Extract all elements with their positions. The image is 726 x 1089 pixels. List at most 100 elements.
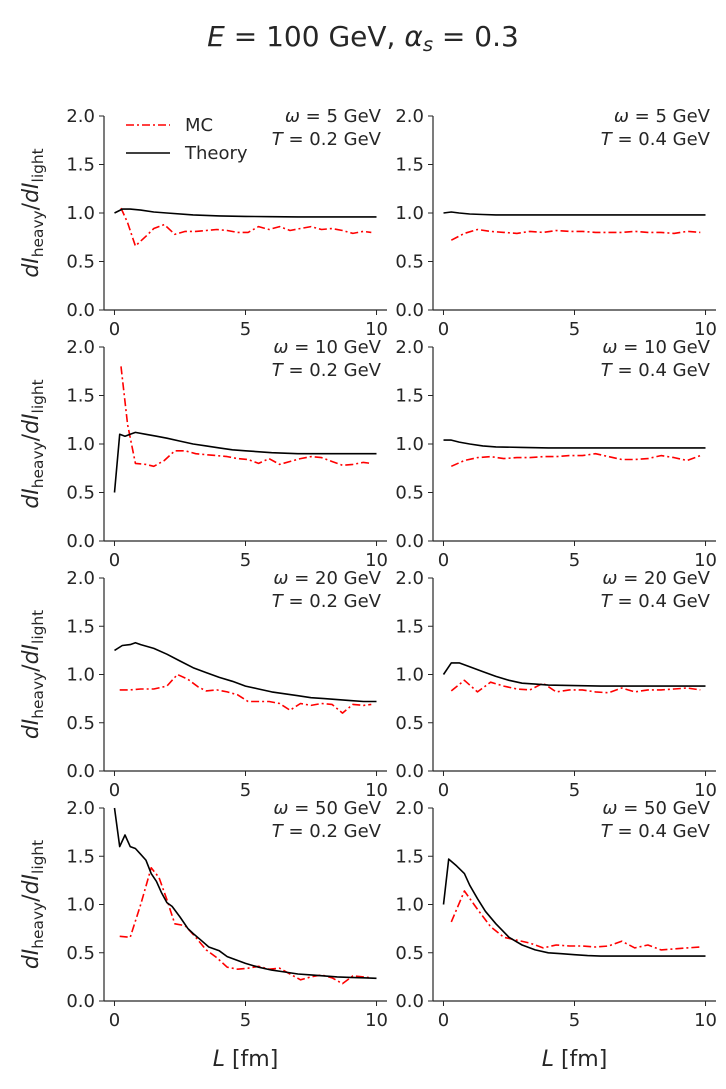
x-tick-label: 5: [569, 780, 580, 801]
panel-annotation: ω = 20 GeV: [602, 568, 710, 589]
y-axis-label: dIheavy/dIlight: [19, 840, 47, 969]
x-tick-label: 10: [694, 780, 717, 801]
panel-annotation: ω = 50 GeV: [602, 798, 710, 819]
y-tick-label: 0.0: [66, 300, 95, 321]
x-tick-label: 10: [694, 319, 717, 340]
x-axis-label: L [fm]: [213, 1047, 279, 1072]
y-axis-label: dIheavy/dIlight: [19, 379, 47, 508]
figure-title: E = 100 GeV, αs​ = 0.3: [207, 20, 519, 56]
panel-annotation: T = 0.4 GeV: [601, 591, 711, 612]
y-tick-label: 0.0: [395, 991, 424, 1012]
y-tick-label: 1.5: [66, 155, 95, 176]
y-tick-label: 1.5: [66, 386, 95, 407]
x-tick-label: 0: [109, 1010, 120, 1031]
y-tick-label: 2.0: [66, 568, 95, 589]
panel-annotation: T = 0.4 GeV: [601, 821, 711, 842]
x-tick-label: 10: [365, 1010, 388, 1031]
series-line-mc: [119, 866, 372, 985]
y-tick-label: 2.0: [395, 337, 424, 358]
y-tick-label: 2.0: [66, 798, 95, 819]
x-tick-label: 5: [569, 550, 580, 571]
y-tick-label: 1.0: [66, 665, 95, 686]
y-axis-label: dIheavy/dIlight: [19, 610, 47, 739]
panel-annotation: T = 0.2 GeV: [272, 821, 382, 842]
y-tick-label: 0.0: [66, 991, 95, 1012]
y-tick-label: 1.0: [395, 895, 424, 916]
y-tick-label: 0.0: [66, 761, 95, 782]
panel-annotation: ω = 5 GeV: [614, 106, 711, 127]
y-tick-label: 1.5: [395, 846, 424, 867]
x-axis-label: L [fm]: [542, 1047, 608, 1072]
y-tick-label: 1.0: [395, 203, 424, 224]
x-tick-label: 0: [438, 1010, 449, 1031]
y-tick-label: 1.5: [395, 155, 424, 176]
series-line-mc: [450, 228, 701, 241]
x-tick-label: 5: [569, 319, 580, 340]
panel-annotation: T = 0.2 GeV: [272, 591, 382, 612]
panel-annotation: ω = 10 GeV: [602, 337, 710, 358]
y-tick-label: 0.5: [66, 713, 95, 734]
series-line-theory: [443, 211, 706, 216]
x-tick-label: 10: [365, 319, 388, 340]
panel-annotation: ω = 20 GeV: [273, 568, 381, 589]
legend-theory-label: Theory: [184, 143, 248, 164]
y-tick-label: 0.5: [66, 943, 95, 964]
y-tick-label: 1.0: [66, 434, 95, 455]
y-tick-label: 0.5: [395, 943, 424, 964]
legend: MC Theory: [126, 115, 248, 164]
y-tick-label: 2.0: [395, 568, 424, 589]
x-tick-label: 0: [438, 550, 449, 571]
y-tick-label: 1.0: [395, 434, 424, 455]
series-line-mc: [120, 366, 372, 468]
x-tick-label: 5: [240, 550, 251, 571]
x-tick-label: 10: [365, 780, 388, 801]
x-tick-label: 0: [109, 550, 120, 571]
series-line-theory: [114, 641, 377, 703]
legend-mc-label: MC: [185, 115, 213, 136]
y-tick-label: 2.0: [66, 337, 95, 358]
x-tick-label: 5: [240, 1010, 251, 1031]
y-tick-label: 0.5: [395, 483, 424, 504]
y-tick-label: 0.5: [395, 713, 424, 734]
panel-annotation: ω = 5 GeV: [285, 106, 382, 127]
y-tick-label: 0.0: [395, 531, 424, 552]
series-line-mc: [450, 679, 701, 694]
panel-annotation: ω = 10 GeV: [273, 337, 381, 358]
panel-annotation: T = 0.4 GeV: [601, 360, 711, 381]
panel-annotation: T = 0.2 GeV: [272, 360, 382, 381]
x-tick-label: 5: [240, 319, 251, 340]
series-line-mc: [119, 673, 372, 714]
x-tick-label: 0: [438, 319, 449, 340]
y-axis-label: dIheavy/dIlight: [19, 148, 47, 277]
series-line-theory: [114, 208, 377, 218]
series-line-theory: [113, 431, 377, 493]
x-tick-label: 0: [438, 780, 449, 801]
x-tick-label: 0: [109, 780, 120, 801]
x-tick-label: 10: [694, 1010, 717, 1031]
y-tick-label: 1.5: [66, 846, 95, 867]
panel-annotation: T = 0.2 GeV: [272, 129, 382, 150]
x-tick-label: 10: [365, 550, 388, 571]
x-tick-label: 5: [240, 780, 251, 801]
y-tick-label: 1.5: [66, 616, 95, 637]
series-line-theory: [442, 858, 706, 957]
y-tick-label: 0.0: [395, 300, 424, 321]
y-tick-label: 1.0: [66, 203, 95, 224]
y-tick-label: 2.0: [66, 106, 95, 127]
y-tick-label: 2.0: [395, 106, 424, 127]
y-tick-label: 0.5: [66, 483, 95, 504]
y-tick-label: 2.0: [395, 798, 424, 819]
y-tick-label: 1.0: [66, 895, 95, 916]
x-tick-label: 5: [569, 1010, 580, 1031]
series-line-mc: [450, 452, 701, 468]
y-tick-label: 0.5: [66, 252, 95, 273]
